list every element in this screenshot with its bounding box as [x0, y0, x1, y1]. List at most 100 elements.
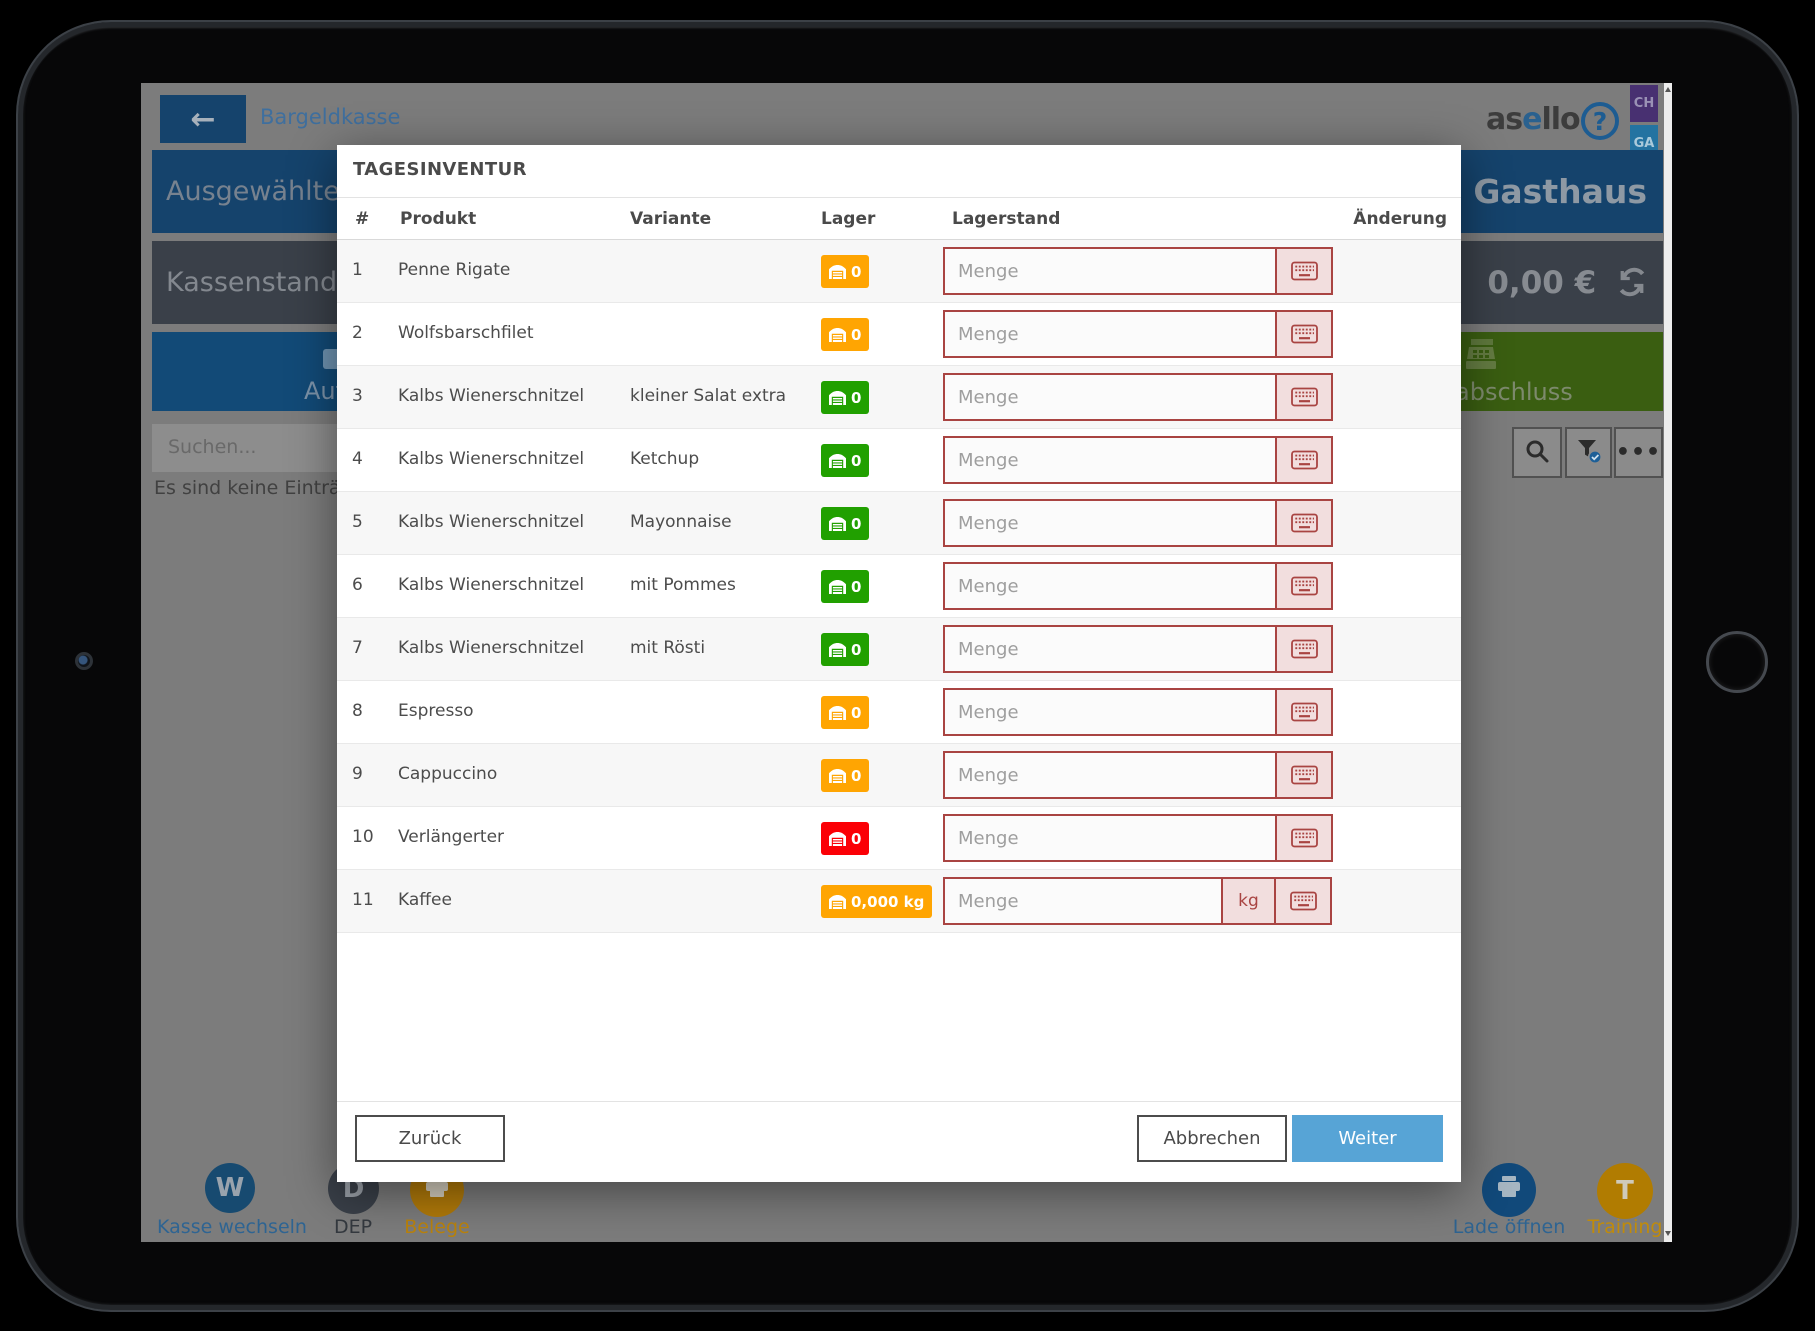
- training-label[interactable]: Training: [1587, 1216, 1663, 1238]
- divider: [337, 1101, 1461, 1102]
- quantity-input-group: [943, 751, 1333, 799]
- next-button[interactable]: Weiter: [1292, 1115, 1443, 1162]
- row-number: 7: [352, 638, 363, 658]
- warehouse-icon: [829, 705, 846, 720]
- keyboard-icon: [1290, 324, 1318, 344]
- stock-badge: 0: [821, 381, 870, 414]
- warehouse-icon: [829, 516, 846, 531]
- quantity-input[interactable]: [945, 753, 1275, 797]
- day-closing-label: abschluss: [1455, 378, 1573, 406]
- quantity-input-group: [943, 310, 1333, 358]
- dep-label[interactable]: DEP: [333, 1216, 373, 1238]
- keyboard-button[interactable]: [1275, 312, 1331, 356]
- quantity-input[interactable]: [945, 690, 1275, 734]
- keyboard-button[interactable]: [1275, 249, 1331, 293]
- warehouse-icon: [829, 579, 846, 594]
- stock-value: 0: [851, 577, 862, 596]
- warehouse-icon: [829, 831, 846, 846]
- scrollbar[interactable]: [1664, 83, 1672, 1242]
- back-button[interactable]: ←: [160, 95, 246, 143]
- col-header-product: Produkt: [400, 209, 477, 229]
- badge-ch[interactable]: CH: [1630, 85, 1658, 122]
- table-row: 10 Verlängerter 0: [337, 807, 1461, 870]
- quantity-input[interactable]: [945, 879, 1221, 923]
- training-button[interactable]: T: [1597, 1163, 1653, 1219]
- search-icon: [1524, 438, 1550, 468]
- more-options-button[interactable]: •••: [1614, 427, 1663, 478]
- back-step-button[interactable]: Zurück: [355, 1115, 505, 1162]
- stock-value: 0: [851, 640, 862, 659]
- keyboard-button[interactable]: [1275, 375, 1331, 419]
- variant-name: Ketchup: [630, 449, 700, 469]
- product-name: Wolfsbarschfilet: [398, 323, 534, 343]
- warehouse-icon: [829, 390, 846, 405]
- keyboard-button[interactable]: [1275, 501, 1331, 545]
- col-header-change: Änderung: [1353, 209, 1447, 229]
- keyboard-icon: [1290, 513, 1318, 533]
- divider: [337, 197, 1461, 198]
- row-number: 6: [352, 575, 363, 595]
- tablet-home-button[interactable]: [1706, 631, 1768, 693]
- filter-check-icon: [1575, 437, 1603, 469]
- variant-name: Mayonnaise: [630, 512, 732, 532]
- keyboard-button[interactable]: [1275, 753, 1331, 797]
- quantity-input-group: kg: [943, 877, 1332, 925]
- cancel-button[interactable]: Abbrechen: [1137, 1115, 1287, 1162]
- stock-value: 0: [851, 451, 862, 470]
- switch-register-button[interactable]: W: [205, 1163, 255, 1213]
- scroll-up-icon[interactable]: [1665, 87, 1671, 92]
- keyboard-icon: [1289, 891, 1317, 911]
- quantity-input[interactable]: [945, 438, 1275, 482]
- help-icon[interactable]: ?: [1581, 102, 1619, 140]
- scroll-down-icon[interactable]: [1665, 1231, 1671, 1236]
- keyboard-button[interactable]: [1275, 438, 1331, 482]
- arrow-left-icon: ←: [190, 101, 216, 137]
- stock-badge: 0: [821, 633, 870, 666]
- stock-badge: 0: [821, 255, 870, 288]
- keyboard-icon: [1290, 639, 1318, 659]
- quantity-input[interactable]: [945, 501, 1275, 545]
- unit-addon: kg: [1221, 879, 1274, 923]
- filter-button[interactable]: [1565, 427, 1612, 478]
- stock-value: 0: [851, 703, 862, 722]
- keyboard-icon: [1290, 576, 1318, 596]
- stock-badge: 0,000 kg: [821, 885, 933, 918]
- quantity-input-group: [943, 814, 1333, 862]
- search-button[interactable]: [1512, 427, 1562, 478]
- keyboard-button[interactable]: [1275, 690, 1331, 734]
- quantity-input-group: [943, 562, 1333, 610]
- table-row: 5 Kalbs Wienerschnitzel Mayonnaise 0: [337, 492, 1461, 555]
- stock-badge: 0: [821, 822, 870, 855]
- receipts-label[interactable]: Belege: [404, 1216, 470, 1238]
- keyboard-button[interactable]: [1275, 564, 1331, 608]
- stock-value: 0: [851, 514, 862, 533]
- quantity-input-group: [943, 499, 1333, 547]
- col-header-variant: Variante: [630, 209, 712, 229]
- quantity-input[interactable]: [945, 816, 1275, 860]
- quantity-input[interactable]: [945, 375, 1275, 419]
- quantity-input[interactable]: [945, 627, 1275, 671]
- quantity-input[interactable]: [945, 564, 1275, 608]
- open-drawer-label[interactable]: Lade öffnen: [1452, 1216, 1566, 1238]
- quantity-input[interactable]: [945, 312, 1275, 356]
- quantity-input-group: [943, 625, 1333, 673]
- stock-value: 0,000 kg: [851, 892, 925, 911]
- quantity-input[interactable]: [945, 249, 1275, 293]
- warehouse-icon: [829, 453, 846, 468]
- open-drawer-button[interactable]: [1482, 1163, 1536, 1217]
- asello-logo: asello: [1486, 102, 1581, 137]
- keyboard-button[interactable]: [1275, 627, 1331, 671]
- row-number: 1: [352, 260, 363, 280]
- table-row: 1 Penne Rigate 0: [337, 240, 1461, 303]
- stock-badge: 0: [821, 507, 870, 540]
- ellipsis-icon: •••: [1615, 440, 1662, 465]
- row-number: 4: [352, 449, 363, 469]
- keyboard-button[interactable]: [1275, 816, 1331, 860]
- quantity-input-group: [943, 247, 1333, 295]
- keyboard-button[interactable]: [1274, 879, 1330, 923]
- table-row: 8 Espresso 0: [337, 681, 1461, 744]
- product-name: Verlängerter: [398, 827, 505, 847]
- refresh-icon: [1617, 267, 1647, 305]
- inventory-table: 1 Penne Rigate 0 2 Wolfsbarschfilet: [337, 240, 1461, 933]
- switch-register-label[interactable]: Kasse wechseln: [157, 1216, 307, 1238]
